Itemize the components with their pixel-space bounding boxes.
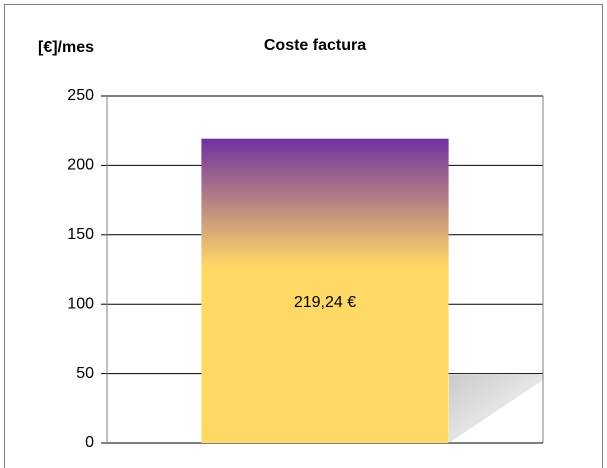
- y-tick-label: 100: [67, 295, 94, 312]
- bar: [201, 138, 449, 443]
- y-tick-label: 250: [67, 87, 94, 104]
- y-tick-label: 0: [85, 434, 94, 451]
- bar-shadow: [449, 375, 543, 443]
- y-tick-label: 150: [67, 226, 94, 243]
- y-tick-label: 50: [76, 365, 94, 382]
- y-axis-label: [€]/mes: [38, 39, 94, 56]
- y-tick-label: 200: [67, 157, 94, 174]
- data-label: 219,24 €: [294, 294, 356, 311]
- chart-title: Coste factura: [264, 37, 366, 54]
